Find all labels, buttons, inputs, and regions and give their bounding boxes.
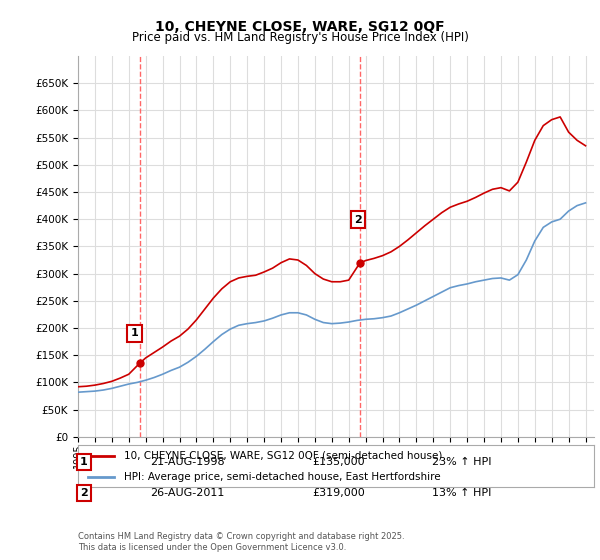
Text: 10, CHEYNE CLOSE, WARE, SG12 0QF: 10, CHEYNE CLOSE, WARE, SG12 0QF [155,20,445,34]
Text: £135,000: £135,000 [312,457,365,467]
Text: Price paid vs. HM Land Registry's House Price Index (HPI): Price paid vs. HM Land Registry's House … [131,31,469,44]
Text: 23% ↑ HPI: 23% ↑ HPI [432,457,491,467]
Text: 10, CHEYNE CLOSE, WARE, SG12 0QF (semi-detached house): 10, CHEYNE CLOSE, WARE, SG12 0QF (semi-d… [124,451,443,461]
Text: 1: 1 [80,457,88,467]
Text: HPI: Average price, semi-detached house, East Hertfordshire: HPI: Average price, semi-detached house,… [124,472,441,482]
Text: 26-AUG-2011: 26-AUG-2011 [150,488,224,498]
Text: 13% ↑ HPI: 13% ↑ HPI [432,488,491,498]
Text: 2: 2 [354,214,362,225]
Text: £319,000: £319,000 [312,488,365,498]
Text: 2: 2 [80,488,88,498]
Text: 21-AUG-1998: 21-AUG-1998 [150,457,224,467]
Text: 1: 1 [131,328,139,338]
Text: Contains HM Land Registry data © Crown copyright and database right 2025.
This d: Contains HM Land Registry data © Crown c… [78,532,404,552]
